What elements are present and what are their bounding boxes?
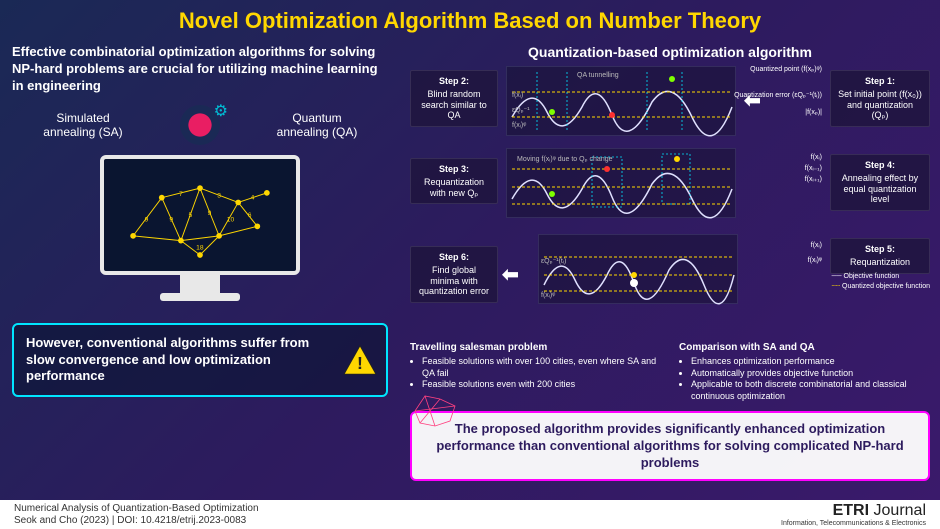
svg-text:f(xᵢ): f(xᵢ) [512,92,523,99]
step-6-box: Step 6:Find global minima with quantizat… [410,246,498,303]
chart-2: Moving f(xᵢ)ᵠ due to Qₚ change [506,148,736,218]
svg-text:f(xᵢ)ᵠ: f(xᵢ)ᵠ [541,292,555,299]
cmp-item: Enhances optimization performance [691,356,930,368]
tsp-graph-icon [410,391,460,431]
qa-label: Quantum annealing (QA) [272,111,362,139]
section-title: Quantization-based optimization algorith… [410,44,930,60]
intro-text: Effective combinatorial optimization alg… [12,44,388,95]
cmp-item: Applicable to both discrete combinatoria… [691,379,930,402]
left-panel: Effective combinatorial optimization alg… [0,38,400,490]
brain-icon [180,105,220,145]
step-5-box: Step 5:Requantization [830,238,930,274]
chart-3: εQₚ⁻¹(tᵢ) f(xᵢ)ᵠ [538,234,738,304]
bottom-comparison: Travelling salesman problem Feasible sol… [410,342,930,403]
page-title: Novel Optimization Algorithm Based on Nu… [0,0,940,38]
footer-citation: Seok and Cho (2023) | DOI: 10.4218/etrij… [14,515,259,527]
step-3-box: Step 3:Requantization with new Qₚ [410,158,498,204]
conclusion-box: The proposed algorithm provides signific… [410,411,930,482]
svg-text:5: 5 [189,211,193,218]
journal-logo: ETRI Journal [833,502,926,519]
svg-text:f(xᵢ)ᵠ: f(xᵢ)ᵠ [512,122,526,129]
svg-text:7: 7 [179,190,183,197]
warning-icon: ! [342,344,378,376]
warning-text: However, conventional algorithms suffer … [26,335,309,384]
chart1-labels: Quantized point (f(xₚ)ᵠ)Quantization err… [734,66,822,117]
footer: Numerical Analysis of Quantization-Based… [0,500,940,529]
chart3-labels: f(xᵢ)f(xᵢ)ᵠ [808,238,822,269]
step-2-box: Step 2:Blind random search similar to QA [410,70,498,127]
right-panel: Quantization-based optimization algorith… [400,38,940,490]
svg-text:!: ! [357,353,363,373]
cmp-title: Comparison with SA and QA [679,342,930,353]
chart2-labels: f(xᵢ)f(xᵢ₋₁)f(xᵢ₊₁) [805,152,822,186]
chart-1: QA tunnelling f(xᵢ) εQₚ⁻¹ f(xᵢ)ᵠ [506,66,736,136]
arrow-2: ⬅ [502,262,519,287]
sa-label: Simulated annealing (SA) [38,111,128,139]
tsp-item: Feasible solutions even with 200 cities [422,379,661,391]
svg-text:9: 9 [169,216,173,223]
svg-text:9: 9 [208,210,212,217]
svg-text:3: 3 [217,192,221,199]
svg-text:18: 18 [196,244,204,251]
svg-text:εQₚ⁻¹(tᵢ): εQₚ⁻¹(tᵢ) [541,258,566,265]
step-4-box: Step 4:Annealing effect by equal quantiz… [830,154,930,211]
warning-box: However, conventional algorithms suffer … [12,323,388,398]
journal-subtitle: Information, Telecommunications & Electr… [781,520,926,527]
footer-title: Numerical Analysis of Quantization-Based… [14,503,259,515]
svg-text:10: 10 [227,216,235,223]
svg-text:Moving f(xᵢ)ᵠ due to Qₚ change: Moving f(xᵢ)ᵠ due to Qₚ change [517,156,613,163]
svg-text:9: 9 [145,216,149,223]
cmp-item: Automatically provides objective functio… [691,368,930,380]
svg-text:6: 6 [248,211,252,218]
tsp-title: Travelling salesman problem [410,342,661,353]
svg-text:QA tunnelling: QA tunnelling [577,72,619,79]
legend: ── Objective function ┄┄ Quantized objec… [832,272,930,292]
tsp-item: Feasible solutions with over 100 cities,… [422,356,661,379]
step-1-box: Step 1:Set initial point (f(x₀)) and qua… [830,70,930,127]
monitor-illustration: 9 7 3 9 5 9 4 10 18 6 [100,155,300,305]
steps-diagram: Step 2:Blind random search similar to QA… [410,66,930,336]
svg-text:4: 4 [251,194,255,201]
svg-text:εQₚ⁻¹: εQₚ⁻¹ [512,107,530,114]
